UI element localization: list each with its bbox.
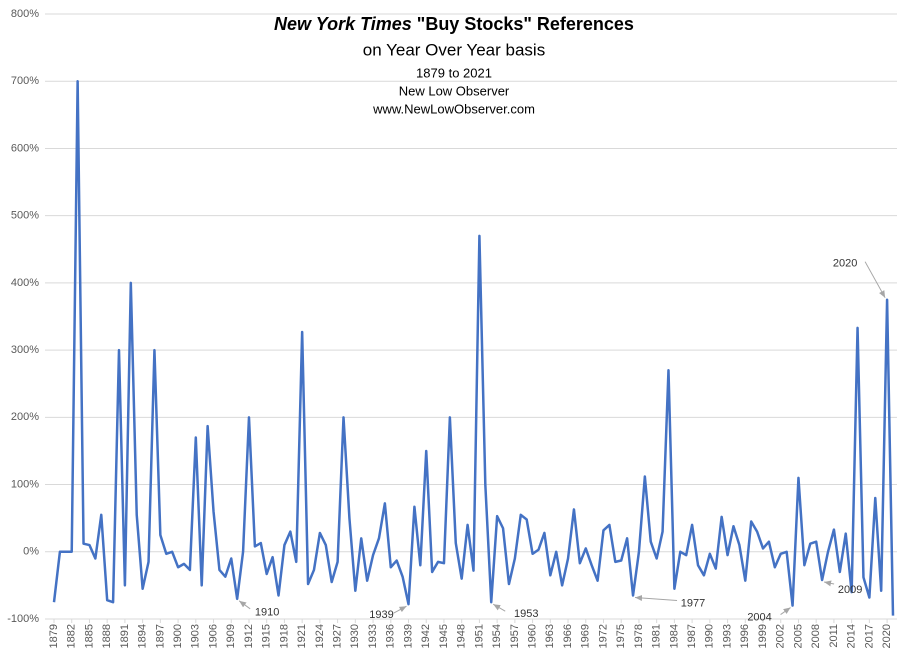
x-tick-label: 1930 bbox=[349, 624, 361, 648]
x-tick-label: 1993 bbox=[721, 624, 733, 648]
x-tick-label: 1936 bbox=[385, 624, 397, 648]
x-tick-label: 2017 bbox=[863, 624, 875, 648]
x-tick-label: 2002 bbox=[775, 624, 787, 648]
x-tick-label: 1987 bbox=[686, 624, 698, 648]
annotation: 1910 bbox=[255, 607, 279, 619]
annotation-arrow bbox=[634, 594, 678, 601]
y-tick-label: 200% bbox=[11, 411, 39, 423]
x-tick-label: 1927 bbox=[332, 624, 344, 648]
subtitle: 1879 to 2021 bbox=[416, 65, 492, 80]
x-tick-label: 1954 bbox=[491, 624, 503, 648]
x-tick-label: 1921 bbox=[296, 624, 308, 648]
y-tick-label: 0% bbox=[23, 546, 39, 558]
x-tick-label: 1969 bbox=[580, 624, 592, 648]
x-tick-label: 1984 bbox=[668, 624, 680, 648]
y-tick-label: 400% bbox=[11, 277, 39, 289]
y-tick-label: 300% bbox=[11, 344, 39, 356]
x-tick-label: 1975 bbox=[615, 624, 627, 648]
x-tick-label: 1960 bbox=[526, 624, 538, 648]
annotation: 2004 bbox=[747, 611, 771, 623]
annotation-arrow bbox=[824, 580, 835, 587]
x-tick-label: 1900 bbox=[172, 624, 184, 648]
x-tick-label: 1978 bbox=[633, 624, 645, 648]
x-tick-label: 1885 bbox=[83, 624, 95, 648]
x-tick-label: 2008 bbox=[810, 624, 822, 648]
y-tick-label: 600% bbox=[11, 142, 39, 154]
annotation: 1939 bbox=[369, 609, 393, 621]
line bbox=[52, 79, 895, 616]
x-tick-label: 1894 bbox=[137, 624, 149, 648]
chart-title: New York Times "Buy Stocks" References bbox=[274, 14, 634, 34]
subtitle: www.NewLowObserver.com bbox=[372, 101, 535, 116]
x-tick-label: 1945 bbox=[438, 624, 450, 648]
x-tick-label: 1879 bbox=[48, 624, 60, 648]
x-tick-label: 1909 bbox=[225, 624, 237, 648]
x-tick-label: 1996 bbox=[739, 624, 751, 648]
x-tick-label: 1951 bbox=[473, 624, 485, 648]
x-tick-label: 1963 bbox=[544, 624, 556, 648]
x-tick-label: 1915 bbox=[261, 624, 273, 648]
x-tick-label: 2020 bbox=[881, 624, 893, 648]
title-rest: "Buy Stocks" References bbox=[412, 14, 634, 34]
annotation: 1977 bbox=[681, 597, 705, 609]
y-tick-label: 700% bbox=[11, 75, 39, 87]
x-tick-label: 1903 bbox=[190, 624, 202, 648]
annotation-arrow bbox=[492, 603, 506, 612]
y-tick-label: 500% bbox=[11, 210, 39, 222]
x-tick-label: 1882 bbox=[66, 624, 78, 648]
y-tick-label: -100% bbox=[7, 613, 39, 625]
subtitle: on Year Over Year basis bbox=[363, 40, 545, 59]
x-tick-label: 1918 bbox=[278, 624, 290, 648]
x-tick-label: 1957 bbox=[509, 624, 521, 648]
x-tick-label: 1990 bbox=[704, 624, 716, 648]
annotation: 1953 bbox=[514, 608, 538, 620]
x-tick-label: 1972 bbox=[597, 624, 609, 648]
x-tick-label: 1939 bbox=[402, 624, 414, 648]
x-tick-label: 1981 bbox=[651, 624, 663, 648]
annotation-arrow bbox=[864, 261, 886, 298]
x-tick-label: 1891 bbox=[119, 624, 131, 648]
x-tick-label: 1912 bbox=[243, 624, 255, 648]
x-tick-label: 2011 bbox=[828, 624, 840, 648]
subtitle: New Low Observer bbox=[399, 83, 510, 98]
x-tick-label: 1924 bbox=[314, 624, 326, 648]
x-tick-label: 1888 bbox=[101, 624, 113, 648]
annotation-arrow bbox=[780, 607, 791, 615]
title-italic: New York Times bbox=[274, 14, 412, 34]
grid bbox=[45, 13, 897, 620]
x-tick-label: 1999 bbox=[757, 624, 769, 648]
x-tick-label: 2005 bbox=[792, 624, 804, 648]
x-tick-label: 1966 bbox=[562, 624, 574, 648]
x-tick-label: 1933 bbox=[367, 624, 379, 648]
y-tick-label: 800% bbox=[11, 8, 39, 20]
x-tick-label: 2014 bbox=[846, 624, 858, 648]
y-tick-label: 100% bbox=[11, 478, 39, 490]
x-tick-label: 1897 bbox=[154, 624, 166, 648]
annotation: 2020 bbox=[833, 258, 857, 270]
x-tick-label: 1948 bbox=[456, 624, 468, 648]
annotation-arrow bbox=[238, 600, 251, 610]
annotation: 2009 bbox=[838, 584, 862, 596]
annotation-arrow bbox=[393, 605, 407, 614]
x-tick-label: 1942 bbox=[420, 624, 432, 648]
x-tick-label: 1906 bbox=[207, 624, 219, 648]
